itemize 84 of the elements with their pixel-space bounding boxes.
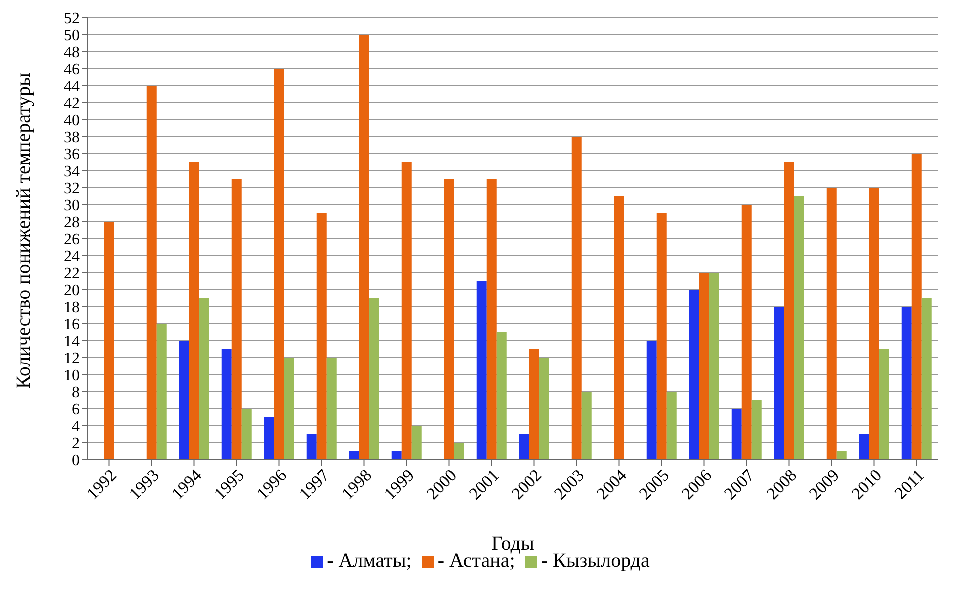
y-tick-label: 38 [64, 130, 80, 147]
y-tick-label: 0 [72, 452, 80, 470]
bar [794, 196, 804, 460]
bar [646, 341, 657, 460]
bar [104, 222, 114, 460]
y-tick-label: 46 [64, 62, 80, 79]
y-tick-label: 52 [64, 10, 80, 28]
y-tick-label: 20 [64, 282, 80, 300]
legend-label: - Кызылорда [541, 550, 650, 572]
y-tick-label: 2 [72, 436, 80, 453]
bar [912, 154, 922, 460]
x-tick-label: 2011 [891, 466, 928, 503]
y-tick-label: 28 [64, 214, 80, 232]
y-tick-label: 50 [64, 28, 80, 45]
y-tick-label: 12 [64, 350, 80, 368]
bar [869, 188, 880, 460]
y-tick-label: 34 [64, 164, 80, 181]
bar [742, 205, 752, 460]
bar [284, 358, 294, 460]
bar [476, 282, 487, 460]
bar [412, 426, 422, 460]
bar [826, 188, 837, 460]
bar [752, 400, 762, 460]
bar [264, 418, 274, 460]
bar [614, 196, 624, 460]
legend-label: - Алматы; [327, 550, 412, 572]
bar [666, 392, 677, 460]
y-tick-label: 32 [64, 180, 80, 198]
bar [859, 434, 870, 460]
y-tick-label: 40 [64, 112, 80, 130]
bar [156, 324, 167, 460]
y-tick-label: 14 [64, 334, 80, 351]
y-tick-label: 44 [64, 78, 80, 96]
bar [656, 214, 667, 460]
bar [774, 307, 784, 460]
y-tick-label: 8 [72, 384, 80, 402]
bar [572, 137, 582, 460]
y-tick-label: 24 [64, 248, 80, 266]
bar [529, 350, 540, 460]
bar [306, 434, 317, 460]
bar [519, 434, 530, 460]
bar [496, 332, 507, 460]
bar [359, 35, 370, 460]
bar [784, 162, 794, 460]
y-tick-label: 36 [64, 146, 80, 164]
bar [836, 452, 847, 460]
x-axis-title: Годы [492, 533, 534, 555]
bar [902, 307, 912, 460]
bar [146, 86, 157, 460]
bar [444, 180, 454, 460]
y-tick-label: 26 [64, 232, 80, 249]
bar [369, 298, 380, 460]
y-tick-label: 48 [64, 44, 80, 62]
y-tick-label: 30 [64, 198, 80, 215]
y-axis-title: Количество понижений температуры [13, 73, 36, 389]
bar [922, 298, 932, 460]
bar [179, 341, 190, 460]
bar [392, 452, 402, 460]
y-tick-label: 18 [64, 300, 80, 317]
bar [699, 273, 710, 460]
bar [879, 350, 890, 460]
bar [539, 358, 550, 460]
bar [454, 443, 464, 460]
bar [402, 162, 412, 460]
bar [709, 273, 720, 460]
bar [189, 162, 200, 460]
y-tick-label: 22 [64, 266, 80, 283]
bar [222, 350, 232, 460]
y-tick-label: 4 [72, 418, 80, 436]
bar [326, 358, 337, 460]
bar [199, 298, 210, 460]
bar [316, 214, 327, 460]
bar [689, 290, 700, 460]
bar [242, 409, 252, 460]
y-tick-label: 6 [72, 402, 80, 419]
y-tick-label: 42 [64, 96, 80, 113]
y-tick-label: 16 [64, 316, 80, 334]
bar [582, 392, 592, 460]
bar [232, 180, 242, 460]
bar [274, 69, 284, 460]
y-tick-label: 10 [64, 368, 80, 385]
bar [486, 180, 497, 460]
bar [349, 452, 360, 460]
bar [732, 409, 742, 460]
